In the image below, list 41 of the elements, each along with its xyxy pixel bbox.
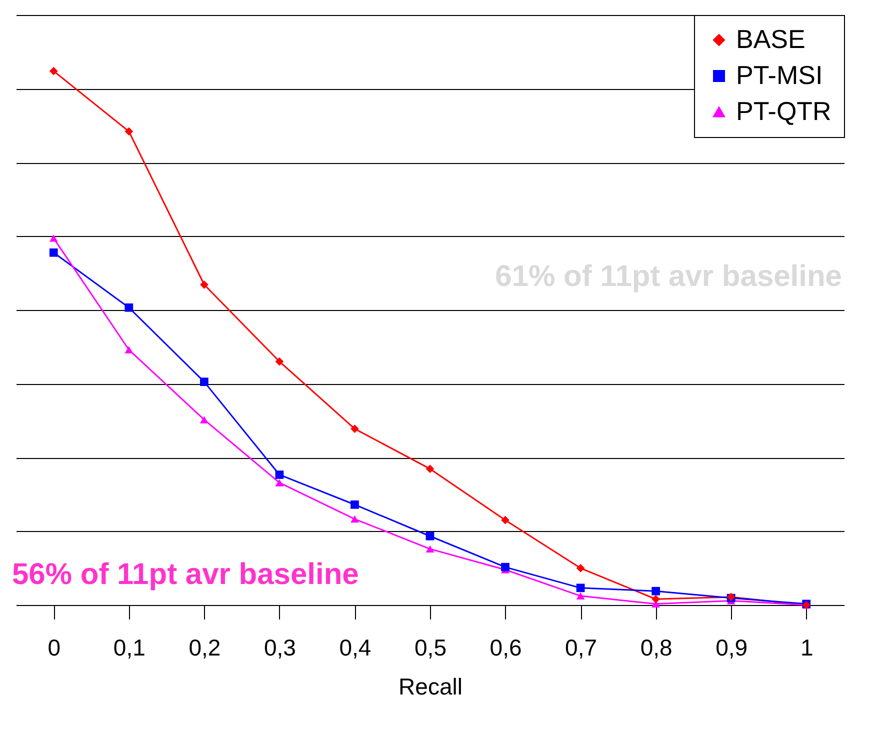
point — [426, 532, 434, 540]
point — [49, 234, 58, 242]
point — [275, 479, 284, 486]
point — [200, 378, 208, 386]
annotation: 56% of 11pt avr baseline — [12, 558, 359, 591]
x-tick-label: 0,7 — [565, 634, 598, 660]
point — [576, 584, 585, 592]
x-tick-label: 0,1 — [113, 634, 146, 660]
point — [124, 303, 134, 312]
point — [501, 562, 510, 572]
x-tick-label: 0,3 — [264, 634, 296, 660]
legend-label: BASE — [736, 24, 806, 54]
point — [576, 592, 585, 600]
x-tick-label: 0,6 — [490, 634, 522, 660]
point — [652, 594, 660, 604]
point — [275, 357, 284, 366]
legend-label: PT-QTR — [736, 96, 832, 126]
x-tick-label: 0 — [48, 634, 61, 660]
point — [49, 66, 58, 76]
point — [350, 500, 359, 509]
point — [576, 564, 585, 572]
point — [200, 416, 208, 424]
point — [652, 586, 660, 596]
x-tick-label: 0,2 — [188, 634, 221, 660]
point — [426, 545, 434, 553]
point — [501, 516, 510, 524]
x-tick-label: 0,4 — [339, 634, 372, 660]
point — [200, 280, 208, 289]
point — [426, 464, 434, 474]
x-tick-label: 0,9 — [716, 634, 748, 660]
x-axis-title: Recall — [398, 674, 462, 700]
x-tick-label: 1 — [800, 634, 814, 660]
x-tick-label: 0,5 — [414, 634, 446, 660]
point — [124, 127, 134, 136]
point — [49, 248, 58, 257]
point — [350, 515, 359, 523]
legend-label: PT-MSI — [736, 60, 823, 90]
point — [350, 424, 359, 433]
point — [275, 470, 284, 479]
point — [124, 346, 134, 354]
x-tick-label: 0,8 — [640, 634, 672, 660]
